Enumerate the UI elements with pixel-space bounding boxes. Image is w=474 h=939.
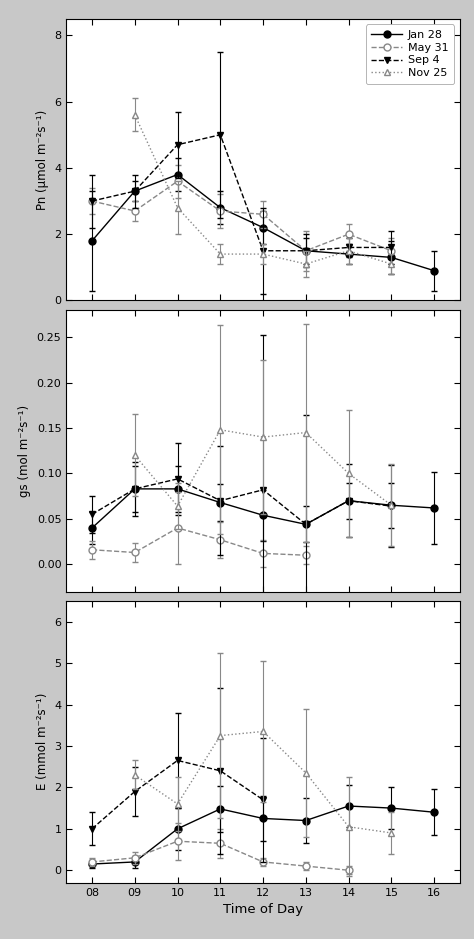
Sep 4 [132,186,137,197]
Jan 28 [89,235,95,246]
Jan 28 [132,186,137,197]
Sep 4 [218,130,223,141]
May 31 [303,245,309,256]
Sep 4 [303,245,309,256]
May 31 [218,206,223,217]
May 31 [260,208,266,220]
May 31 [346,228,351,239]
Legend: Jan 28, May 31, Sep 4, Nov 25: Jan 28, May 31, Sep 4, Nov 25 [366,24,454,84]
Sep 4 [175,139,181,150]
Line: May 31: May 31 [89,177,395,254]
Sep 4 [346,242,351,254]
Nov 25 [303,258,309,269]
X-axis label: Time of Day: Time of Day [223,903,303,916]
Jan 28 [389,252,394,263]
Y-axis label: gs (mol m⁻²s⁻¹): gs (mol m⁻²s⁻¹) [18,405,31,497]
Line: Sep 4: Sep 4 [89,131,395,254]
May 31 [132,206,137,217]
Nov 25 [389,258,394,269]
Sep 4 [89,195,95,207]
May 31 [175,176,181,187]
Y-axis label: E (mmol m⁻²s⁻¹): E (mmol m⁻²s⁻¹) [36,693,49,791]
May 31 [89,195,95,207]
Jan 28 [431,265,437,276]
Jan 28 [218,202,223,213]
Jan 28 [346,249,351,260]
Nov 25 [175,202,181,213]
Nov 25 [260,249,266,260]
May 31 [389,245,394,256]
Nov 25 [218,249,223,260]
Y-axis label: Pn (μmol m⁻²s⁻¹): Pn (μmol m⁻²s⁻¹) [36,110,49,209]
Jan 28 [303,245,309,256]
Sep 4 [389,242,394,254]
Nov 25 [132,109,137,120]
Jan 28 [260,222,266,233]
Line: Nov 25: Nov 25 [131,112,395,268]
Line: Jan 28: Jan 28 [89,171,438,274]
Nov 25 [346,245,351,256]
Jan 28 [175,169,181,180]
Sep 4 [260,245,266,256]
